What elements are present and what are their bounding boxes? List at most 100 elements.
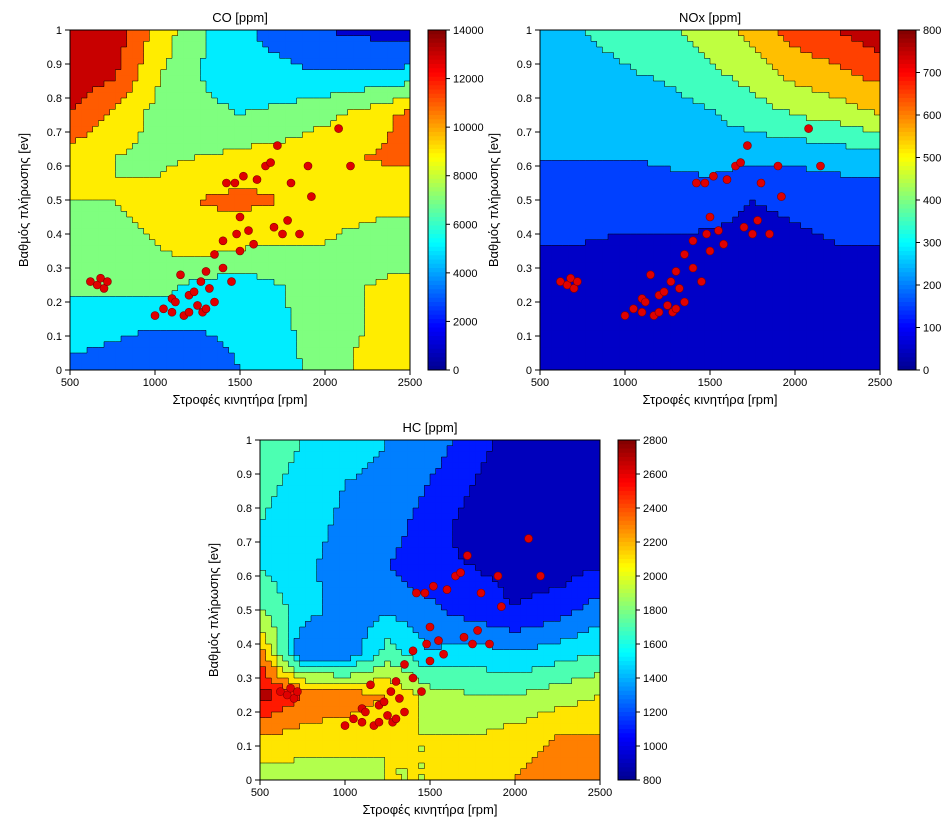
data-point bbox=[211, 250, 219, 258]
data-point bbox=[525, 535, 533, 543]
data-point bbox=[426, 623, 434, 631]
data-point bbox=[754, 216, 762, 224]
data-point bbox=[443, 586, 451, 594]
svg-text:8000: 8000 bbox=[453, 171, 477, 183]
data-point bbox=[304, 162, 312, 170]
data-point bbox=[409, 674, 417, 682]
data-point bbox=[296, 230, 304, 238]
data-point bbox=[233, 230, 241, 238]
data-point bbox=[279, 230, 287, 238]
data-point bbox=[647, 271, 655, 279]
svg-text:2500: 2500 bbox=[398, 377, 422, 389]
data-point bbox=[421, 589, 429, 597]
data-point bbox=[720, 240, 728, 248]
data-point bbox=[709, 172, 717, 180]
svg-text:1500: 1500 bbox=[228, 377, 252, 389]
data-point bbox=[494, 572, 502, 580]
data-point bbox=[194, 301, 202, 309]
data-point bbox=[151, 312, 159, 320]
panel-HC: 500100015002000250000.10.20.30.40.50.60.… bbox=[206, 420, 667, 817]
data-point bbox=[412, 589, 420, 597]
panel-CO: 500100015002000250000.10.20.30.40.50.60.… bbox=[16, 10, 484, 407]
svg-text:0.9: 0.9 bbox=[47, 59, 62, 71]
svg-text:0.6: 0.6 bbox=[47, 161, 62, 173]
data-point bbox=[384, 711, 392, 719]
data-point bbox=[497, 603, 505, 611]
y-axis-label: Βαθμός πλήρωσης [ev] bbox=[16, 133, 31, 267]
data-point bbox=[805, 125, 813, 133]
data-point bbox=[347, 162, 355, 170]
svg-text:0: 0 bbox=[453, 365, 459, 377]
data-point bbox=[667, 278, 675, 286]
data-point bbox=[486, 640, 494, 648]
data-point bbox=[723, 176, 731, 184]
data-point bbox=[655, 308, 663, 316]
data-point bbox=[774, 162, 782, 170]
data-point bbox=[429, 582, 437, 590]
data-point bbox=[171, 298, 179, 306]
panel-title: CO [ppm] bbox=[212, 10, 268, 25]
data-point bbox=[706, 247, 714, 255]
data-point bbox=[395, 694, 403, 702]
data-point bbox=[267, 159, 275, 167]
data-point bbox=[692, 179, 700, 187]
data-point bbox=[689, 264, 697, 272]
data-point bbox=[740, 223, 748, 231]
data-point bbox=[749, 230, 757, 238]
data-point bbox=[469, 640, 477, 648]
data-point bbox=[103, 278, 111, 286]
svg-text:500: 500 bbox=[61, 377, 79, 389]
x-axis-label: Στροφές κινητήρα [rpm] bbox=[173, 392, 308, 407]
svg-text:4000: 4000 bbox=[453, 268, 477, 280]
data-point bbox=[168, 308, 176, 316]
data-point bbox=[219, 264, 227, 272]
x-axis-label: Στροφές κινητήρα [rpm] bbox=[363, 802, 498, 817]
data-point bbox=[675, 284, 683, 292]
data-point bbox=[418, 688, 426, 696]
data-point bbox=[380, 698, 388, 706]
data-point bbox=[401, 708, 409, 716]
y-axis-label: Βαθμός πλήρωσης [ev] bbox=[206, 543, 221, 677]
data-point bbox=[350, 715, 358, 723]
data-point bbox=[245, 227, 253, 235]
panel-NOx: 500100015002000250000.10.20.30.40.50.60.… bbox=[486, 10, 941, 407]
data-point bbox=[358, 718, 366, 726]
colorbar: 02000400060008000100001200014000 bbox=[428, 25, 484, 377]
y-axis-label: Βαθμός πλήρωσης [ev] bbox=[486, 133, 501, 267]
svg-text:0.4: 0.4 bbox=[47, 229, 62, 241]
svg-text:6000: 6000 bbox=[453, 219, 477, 231]
data-point bbox=[460, 633, 468, 641]
data-point bbox=[253, 176, 261, 184]
data-point bbox=[426, 657, 434, 665]
data-point bbox=[660, 288, 668, 296]
data-point bbox=[202, 267, 210, 275]
svg-text:1: 1 bbox=[56, 25, 62, 37]
data-point bbox=[440, 650, 448, 658]
data-point bbox=[638, 308, 646, 316]
svg-text:0.3: 0.3 bbox=[47, 263, 62, 275]
svg-text:1000: 1000 bbox=[143, 377, 167, 389]
data-point bbox=[463, 552, 471, 560]
panel-title: NOx [ppm] bbox=[679, 10, 741, 25]
svg-text:12000: 12000 bbox=[453, 74, 484, 86]
data-point bbox=[228, 278, 236, 286]
x-axis-label: Στροφές κινητήρα [rpm] bbox=[643, 392, 778, 407]
data-point bbox=[573, 278, 581, 286]
panel-title: HC [ppm] bbox=[403, 420, 458, 435]
data-point bbox=[185, 308, 193, 316]
data-point bbox=[701, 179, 709, 187]
data-point bbox=[190, 288, 198, 296]
data-point bbox=[273, 142, 281, 150]
data-point bbox=[239, 172, 247, 180]
data-point bbox=[361, 708, 369, 716]
data-point bbox=[236, 247, 244, 255]
data-point bbox=[219, 237, 227, 245]
data-point bbox=[706, 213, 714, 221]
data-point bbox=[743, 142, 751, 150]
data-point bbox=[703, 230, 711, 238]
data-point bbox=[681, 250, 689, 258]
data-point bbox=[777, 193, 785, 201]
data-point bbox=[202, 305, 210, 313]
data-point bbox=[205, 284, 213, 292]
svg-text:0: 0 bbox=[56, 365, 62, 377]
